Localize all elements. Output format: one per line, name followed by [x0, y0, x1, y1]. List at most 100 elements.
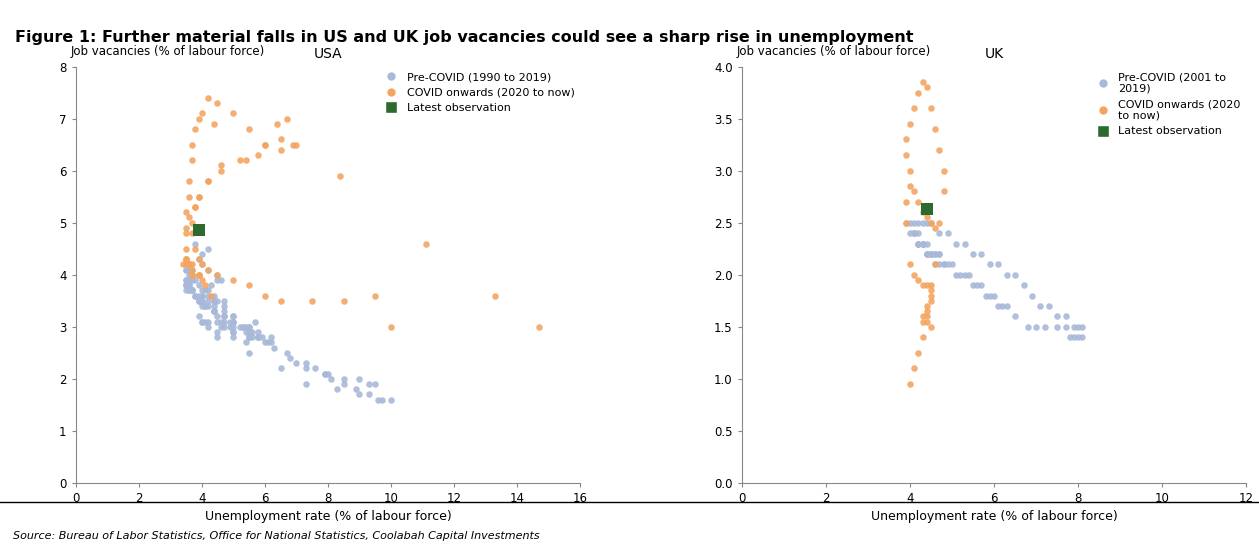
Point	[920, 322, 940, 331]
Point	[900, 166, 920, 175]
Point	[954, 270, 974, 279]
Point	[904, 218, 924, 227]
Point	[938, 229, 958, 238]
Point	[189, 296, 209, 305]
Point	[204, 307, 224, 316]
Point	[189, 255, 209, 264]
Point	[959, 270, 980, 279]
Point	[917, 83, 937, 92]
Point	[185, 239, 205, 248]
Point	[179, 275, 199, 284]
Point	[179, 286, 199, 295]
Point	[271, 296, 291, 305]
Point	[271, 364, 291, 373]
Point	[208, 270, 228, 279]
Point	[929, 218, 949, 227]
Point	[904, 229, 924, 238]
Point	[381, 322, 402, 331]
Point	[252, 332, 272, 341]
Point	[223, 312, 243, 321]
Point	[189, 192, 209, 201]
Point	[172, 260, 193, 269]
Point	[176, 275, 196, 284]
Point	[933, 166, 953, 175]
Point	[929, 260, 949, 269]
Point	[185, 291, 205, 300]
Point	[1055, 312, 1075, 321]
Point	[908, 239, 928, 248]
Point	[920, 296, 940, 305]
Point	[176, 208, 196, 217]
Point	[929, 249, 949, 258]
Point	[242, 327, 262, 336]
Point	[223, 275, 243, 284]
Point	[917, 218, 937, 227]
Point	[195, 286, 215, 295]
Point	[988, 260, 1008, 269]
Point	[239, 332, 259, 341]
Point	[330, 171, 350, 180]
Point	[1073, 322, 1093, 331]
Point	[1005, 312, 1025, 321]
Point	[208, 99, 228, 108]
Point	[198, 317, 218, 326]
Text: Source: Bureau of Labor Statistics, Office for National Statistics, Coolabah Cap: Source: Bureau of Labor Statistics, Offi…	[13, 531, 539, 541]
Point	[189, 270, 209, 279]
X-axis label: Unemployment rate (% of labour force): Unemployment rate (% of labour force)	[871, 511, 1118, 523]
Point	[917, 213, 937, 222]
Point	[908, 198, 928, 206]
Point	[917, 301, 937, 310]
Point	[1047, 312, 1068, 321]
Point	[904, 104, 924, 113]
Point	[189, 226, 209, 235]
Point	[365, 380, 385, 388]
Point	[179, 281, 199, 290]
Point	[929, 229, 949, 238]
Point	[176, 286, 196, 295]
Point	[1064, 332, 1084, 341]
Point	[191, 260, 212, 269]
Point	[198, 176, 218, 185]
Point	[900, 218, 920, 227]
Point	[223, 327, 243, 336]
Point	[917, 249, 937, 258]
Point	[239, 322, 259, 331]
Point	[917, 249, 937, 258]
Point	[933, 260, 953, 269]
Point	[229, 156, 249, 165]
Point	[235, 338, 256, 347]
Point	[283, 140, 303, 149]
Point	[485, 291, 505, 300]
Point	[904, 364, 924, 373]
Point	[233, 322, 253, 331]
Point	[195, 301, 215, 310]
Point	[1060, 332, 1080, 341]
Point	[179, 270, 199, 279]
Point	[359, 380, 379, 388]
Point	[198, 301, 218, 310]
Point	[980, 291, 1000, 300]
Point	[183, 218, 203, 227]
Point	[895, 218, 915, 227]
Point	[359, 390, 379, 399]
Point	[183, 286, 203, 295]
Point	[204, 119, 224, 128]
Point	[254, 140, 274, 149]
Point	[920, 291, 940, 300]
Point	[179, 265, 199, 274]
Point	[239, 327, 259, 336]
Point	[1017, 322, 1037, 331]
Point	[210, 166, 230, 175]
Point	[214, 317, 234, 326]
Point	[176, 275, 196, 284]
Point	[195, 281, 215, 290]
Point	[963, 281, 983, 290]
Point	[235, 322, 256, 331]
Point	[992, 301, 1012, 310]
Point	[317, 369, 337, 378]
Point	[185, 203, 205, 211]
Point	[191, 275, 212, 284]
Point	[1022, 291, 1042, 300]
Point	[189, 296, 209, 305]
Point	[204, 291, 224, 300]
